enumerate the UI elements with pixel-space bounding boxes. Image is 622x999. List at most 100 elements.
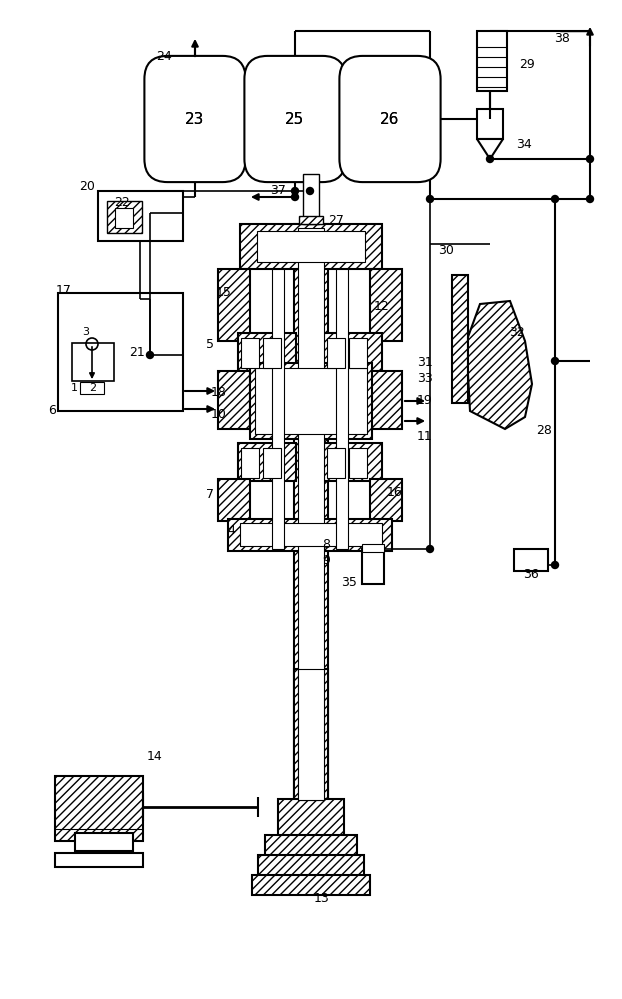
Bar bbox=[55, 776, 143, 841]
Bar bbox=[477, 109, 503, 139]
Bar bbox=[298, 228, 324, 800]
Bar bbox=[263, 338, 281, 368]
Text: 24: 24 bbox=[156, 51, 172, 64]
Bar bbox=[250, 363, 372, 439]
Bar bbox=[240, 523, 382, 546]
Circle shape bbox=[552, 358, 559, 365]
Bar bbox=[218, 479, 250, 521]
Text: 23: 23 bbox=[185, 112, 205, 127]
Bar bbox=[252, 875, 370, 895]
Text: 7: 7 bbox=[206, 489, 214, 501]
Bar bbox=[327, 448, 345, 478]
Bar bbox=[55, 853, 143, 867]
Circle shape bbox=[587, 196, 593, 203]
FancyBboxPatch shape bbox=[244, 56, 346, 182]
Bar bbox=[107, 201, 142, 233]
Bar bbox=[238, 443, 296, 481]
Bar bbox=[477, 31, 507, 91]
Bar bbox=[349, 338, 367, 368]
Bar bbox=[263, 448, 281, 478]
Text: 13: 13 bbox=[314, 892, 330, 905]
Bar bbox=[255, 368, 367, 434]
Text: 4: 4 bbox=[227, 524, 235, 537]
Text: 34: 34 bbox=[516, 138, 532, 151]
Text: 5: 5 bbox=[206, 338, 214, 351]
Circle shape bbox=[147, 352, 154, 359]
Bar bbox=[80, 382, 104, 394]
Bar bbox=[258, 855, 364, 877]
Text: 21: 21 bbox=[129, 346, 145, 359]
Bar bbox=[370, 269, 402, 341]
Text: 29: 29 bbox=[519, 58, 535, 71]
FancyBboxPatch shape bbox=[340, 56, 440, 182]
Bar bbox=[294, 224, 328, 804]
Text: 28: 28 bbox=[536, 424, 552, 437]
Text: 37: 37 bbox=[270, 185, 286, 198]
Bar bbox=[294, 669, 328, 804]
Text: 19: 19 bbox=[417, 394, 433, 407]
Bar bbox=[238, 333, 296, 371]
Text: 2: 2 bbox=[89, 383, 96, 393]
Text: 33: 33 bbox=[417, 372, 433, 385]
Text: 1: 1 bbox=[71, 383, 78, 393]
Text: 25: 25 bbox=[285, 112, 305, 127]
Text: 38: 38 bbox=[554, 33, 570, 46]
Text: 12: 12 bbox=[374, 300, 390, 313]
Text: 25: 25 bbox=[285, 112, 305, 127]
Bar bbox=[452, 275, 468, 403]
Text: 14: 14 bbox=[147, 750, 163, 763]
Text: 3: 3 bbox=[82, 327, 89, 337]
Bar bbox=[514, 549, 548, 571]
Bar bbox=[98, 191, 183, 241]
Circle shape bbox=[307, 188, 313, 195]
FancyBboxPatch shape bbox=[144, 56, 246, 182]
Bar bbox=[278, 799, 344, 837]
Text: 31: 31 bbox=[417, 357, 433, 370]
Bar bbox=[324, 443, 382, 481]
Bar bbox=[58, 293, 183, 411]
Bar bbox=[362, 549, 384, 584]
Bar bbox=[349, 448, 367, 478]
Bar bbox=[324, 333, 382, 371]
Bar bbox=[272, 269, 284, 549]
Text: 30: 30 bbox=[438, 245, 454, 258]
Text: 22: 22 bbox=[114, 197, 130, 210]
Circle shape bbox=[552, 561, 559, 568]
Bar bbox=[218, 269, 250, 341]
Polygon shape bbox=[468, 301, 532, 429]
Bar bbox=[303, 174, 319, 224]
Bar bbox=[370, 371, 402, 429]
Text: 10: 10 bbox=[211, 408, 227, 421]
Text: 23: 23 bbox=[185, 112, 205, 127]
Text: 6: 6 bbox=[48, 404, 56, 417]
Bar bbox=[370, 479, 402, 521]
Bar bbox=[257, 231, 365, 262]
Text: 36: 36 bbox=[523, 568, 539, 581]
Circle shape bbox=[292, 188, 299, 195]
Bar bbox=[327, 338, 345, 368]
Bar bbox=[336, 269, 348, 549]
Bar bbox=[298, 669, 324, 800]
Bar bbox=[362, 544, 384, 552]
Text: 18: 18 bbox=[211, 387, 227, 400]
Circle shape bbox=[552, 196, 559, 203]
Circle shape bbox=[292, 194, 299, 201]
Bar bbox=[240, 224, 382, 269]
Text: 20: 20 bbox=[79, 181, 95, 194]
Circle shape bbox=[427, 196, 434, 203]
Text: 15: 15 bbox=[216, 287, 232, 300]
Text: 9: 9 bbox=[322, 554, 330, 567]
Text: 26: 26 bbox=[380, 112, 400, 127]
Bar bbox=[265, 835, 357, 857]
Bar bbox=[115, 208, 133, 228]
Circle shape bbox=[486, 156, 493, 163]
Text: 11: 11 bbox=[417, 430, 433, 443]
Text: 8: 8 bbox=[322, 538, 330, 551]
Bar bbox=[72, 343, 114, 381]
Bar bbox=[241, 448, 259, 478]
Polygon shape bbox=[477, 139, 503, 159]
Bar bbox=[299, 216, 323, 224]
Bar bbox=[218, 371, 250, 429]
Circle shape bbox=[587, 156, 593, 163]
Circle shape bbox=[427, 545, 434, 552]
